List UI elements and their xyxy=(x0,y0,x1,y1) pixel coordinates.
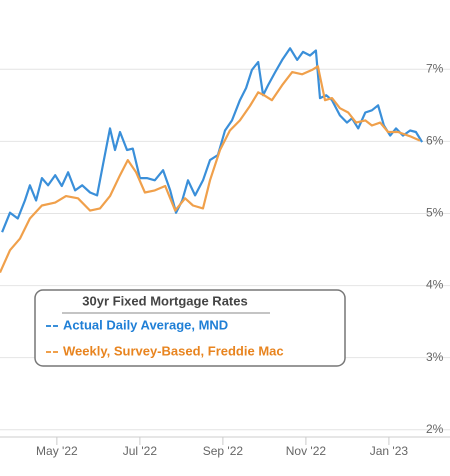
x-tick-label: Jul '22 xyxy=(123,444,158,458)
y-tick-label: 5% xyxy=(426,206,444,220)
legend-label: Weekly, Survey-Based, Freddie Mac xyxy=(63,343,284,358)
y-tick-label: 2% xyxy=(426,422,444,436)
series-line xyxy=(0,65,421,274)
y-tick-label: 6% xyxy=(426,134,444,148)
y-tick-label: 7% xyxy=(426,61,444,75)
legend: 30yr Fixed Mortgage Rates Actual Daily A… xyxy=(34,289,346,367)
legend-title: 30yr Fixed Mortgage Rates xyxy=(82,293,247,308)
x-tick-label: Nov '22 xyxy=(286,444,327,458)
lines xyxy=(0,47,424,274)
legend-label: Actual Daily Average, MND xyxy=(63,317,228,332)
x-tick-label: Sep '22 xyxy=(203,444,244,458)
x-tick-label: May '22 xyxy=(36,444,78,458)
x-tick-label: Jan '23 xyxy=(370,444,409,458)
y-tick-label: 4% xyxy=(426,278,444,292)
legend-box xyxy=(34,289,346,367)
y-tick-label: 3% xyxy=(426,350,444,364)
